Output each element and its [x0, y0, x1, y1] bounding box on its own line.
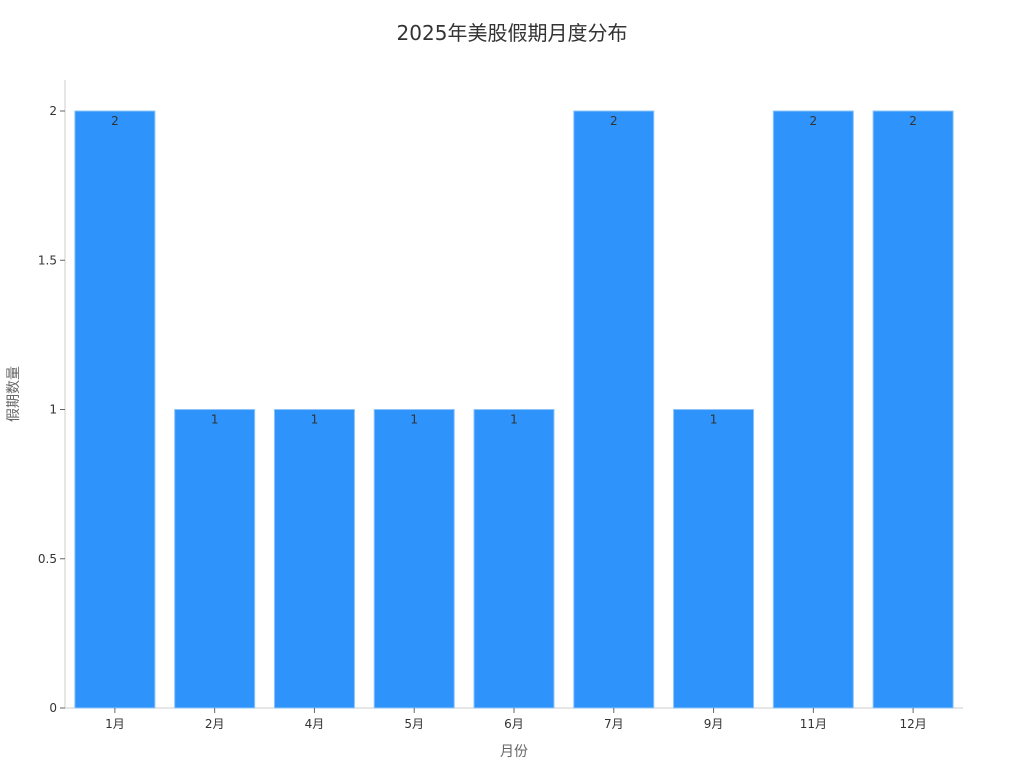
x-tick-label: 7月 — [604, 717, 624, 731]
data-label: 2 — [909, 114, 917, 128]
y-tick-label: 1 — [49, 403, 57, 417]
x-tick-label: 1月 — [105, 717, 125, 731]
data-label: 2 — [111, 114, 119, 128]
x-tick-label: 9月 — [704, 717, 724, 731]
data-label: 1 — [510, 413, 518, 427]
data-label: 1 — [311, 413, 319, 427]
x-tick-label: 2月 — [205, 717, 225, 731]
bar-5月 — [373, 409, 455, 709]
data-label: 2 — [610, 114, 618, 128]
y-tick-label: 2 — [49, 104, 57, 118]
x-tick-label: 11月 — [800, 717, 827, 731]
x-tick-label: 5月 — [404, 717, 424, 731]
chart-title: 2025年美股假期月度分布 — [397, 21, 628, 45]
data-label: 1 — [211, 413, 219, 427]
bar-2月 — [174, 409, 256, 709]
y-tick-label: 0 — [49, 701, 57, 715]
data-label: 1 — [410, 413, 418, 427]
bar-6月 — [473, 409, 555, 709]
bar-12月 — [872, 110, 954, 709]
bar-9月 — [673, 409, 755, 709]
x-tick-label: 6月 — [504, 717, 524, 731]
bar-7月 — [573, 110, 655, 709]
x-axis-label: 月份 — [500, 744, 528, 760]
x-tick-label: 12月 — [899, 717, 926, 731]
bar-4月 — [273, 409, 355, 709]
y-tick-label: 1.5 — [38, 253, 57, 267]
bar-1月 — [74, 110, 156, 709]
bar-11月 — [772, 110, 854, 709]
data-label: 2 — [810, 114, 818, 128]
y-axis-label: 假期数量 — [6, 366, 22, 422]
y-tick-label: 0.5 — [38, 552, 57, 566]
data-label: 1 — [710, 413, 718, 427]
x-tick-label: 4月 — [305, 717, 325, 731]
